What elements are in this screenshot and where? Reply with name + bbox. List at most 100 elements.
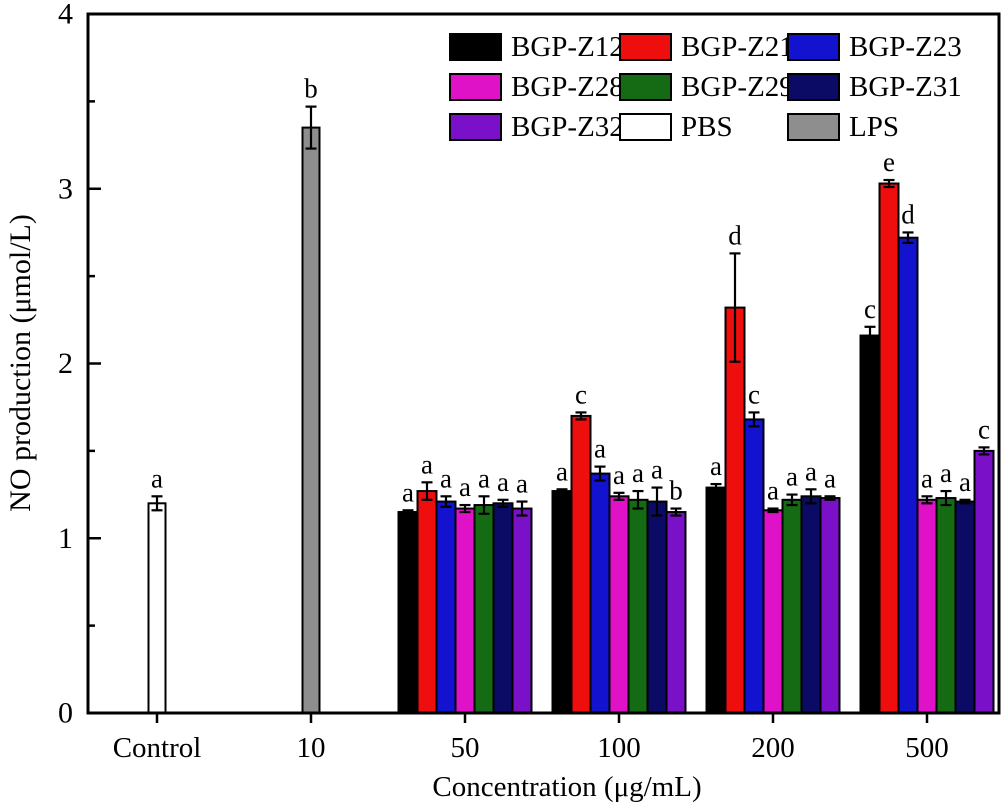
bar-BGP-Z29-50 <box>473 504 495 714</box>
bar-BGP-Z31-50 <box>492 502 514 714</box>
significance-letter: c <box>748 379 760 409</box>
y-tick-label: 1 <box>58 522 73 555</box>
legend-swatch-PBS <box>619 113 672 141</box>
bar-BGP-Z12-100 <box>551 490 573 714</box>
legend-swatch-BGP-Z12 <box>449 33 502 61</box>
significance-letter: c <box>864 294 876 324</box>
x-tick-label: 50 <box>451 732 480 764</box>
legend-swatch-LPS <box>787 113 840 141</box>
legend-item-BGP-Z31: BGP-Z31 <box>787 67 1004 107</box>
x-axis-title: Concentration (μg/mL) <box>432 771 701 803</box>
legend-label: BGP-Z21 <box>681 30 794 63</box>
significance-letter: a <box>421 449 433 479</box>
bar-BGP-Z29-200 <box>781 498 803 714</box>
bar-BGP-Z28-50 <box>454 507 476 715</box>
bar-BGP-Z29-500 <box>935 497 957 714</box>
significance-letter: a <box>440 463 452 493</box>
bar-BGP-Z32-500 <box>973 449 995 714</box>
y-tick-label: 2 <box>58 347 73 380</box>
y-tick-label: 4 <box>58 0 73 31</box>
bar-BGP-Z32-100 <box>665 511 687 714</box>
legend-swatch-BGP-Z28 <box>449 73 502 101</box>
significance-letter: c <box>575 379 587 409</box>
x-tick-label: 200 <box>751 732 795 764</box>
bar-BGP-Z23-50 <box>435 500 457 714</box>
significance-letter: a <box>921 463 933 493</box>
legend-label: BGP-Z12 <box>511 30 624 63</box>
bar-BGP-Z23-200 <box>743 418 765 714</box>
significance-letter: a <box>478 463 490 493</box>
bar-BGP-Z23-100 <box>589 472 611 714</box>
bar-BGP-Z12-50 <box>397 511 419 714</box>
legend-item-BGP-Z23: BGP-Z23 <box>787 27 1004 67</box>
significance-letter: a <box>594 434 606 464</box>
y-tick-label: 0 <box>58 697 73 730</box>
x-tick-label: 500 <box>905 732 949 764</box>
significance-letter: a <box>805 456 817 486</box>
bar-BGP-Z32-200 <box>819 497 841 714</box>
legend-item-PBS: PBS <box>619 107 787 147</box>
bar-BGP-Z28-100 <box>608 495 630 714</box>
bar-BGP-Z23-500 <box>897 236 919 714</box>
bar-BGP-Z31-500 <box>954 500 976 714</box>
significance-letter: a <box>632 458 644 488</box>
legend-item-BGP-Z32: BGP-Z32 <box>449 107 624 147</box>
bar-BGP-Z28-500 <box>916 498 938 714</box>
bar-BGP-Z12-200 <box>705 486 727 715</box>
significance-letter: a <box>516 469 528 499</box>
significance-letter: a <box>710 451 722 481</box>
legend-item-LPS: LPS <box>787 107 1004 147</box>
bar-BGP-Z31-100 <box>646 500 668 714</box>
legend-swatch-BGP-Z23 <box>787 33 840 61</box>
significance-letter: a <box>459 472 471 502</box>
bar-LPS-10 <box>301 126 321 714</box>
legend-label: BGP-Z32 <box>511 110 624 143</box>
bar-BGP-Z21-100 <box>570 414 592 714</box>
legend-label: BGP-Z28 <box>511 70 624 103</box>
significance-letter: a <box>151 463 163 493</box>
significance-letter: c <box>978 414 990 444</box>
legend-item-BGP-Z28: BGP-Z28 <box>449 67 624 107</box>
bar-BGP-Z29-100 <box>627 498 649 714</box>
significance-letter: d <box>728 220 742 250</box>
x-tick-label: Control <box>113 732 202 764</box>
bar-BGP-Z21-500 <box>878 182 900 714</box>
bar-BGP-Z32-50 <box>511 507 533 715</box>
bar-BGP-Z28-200 <box>762 509 784 715</box>
x-tick-label: 10 <box>297 732 326 764</box>
legend-label: BGP-Z29 <box>681 70 794 103</box>
significance-letter: a <box>556 456 568 486</box>
significance-letter: a <box>651 455 663 485</box>
significance-letter: a <box>824 463 836 493</box>
bar-BGP-Z21-50 <box>416 490 438 714</box>
significance-letter: a <box>613 460 625 490</box>
legend-swatch-BGP-Z32 <box>449 113 502 141</box>
significance-letter: a <box>497 467 509 497</box>
significance-letter: a <box>767 476 779 506</box>
legend-swatch-BGP-Z21 <box>619 33 672 61</box>
legend-swatch-BGP-Z29 <box>619 73 672 101</box>
significance-letter: d <box>901 199 915 229</box>
bar-BGP-Z12-500 <box>859 334 881 714</box>
bar-BGP-Z21-200 <box>724 306 746 714</box>
y-tick-label: 3 <box>58 172 73 205</box>
significance-letter: a <box>940 458 952 488</box>
x-tick-label: 100 <box>597 732 641 764</box>
legend-item-BGP-Z29: BGP-Z29 <box>619 67 794 107</box>
bar-PBS-Control <box>147 502 167 714</box>
significance-letter: a <box>959 467 971 497</box>
significance-letter: a <box>786 462 798 492</box>
significance-letter: b <box>304 74 318 104</box>
legend-label: LPS <box>849 110 899 143</box>
legend-label: PBS <box>681 110 733 143</box>
significance-letter: b <box>669 476 683 506</box>
legend-label: BGP-Z31 <box>849 70 962 103</box>
legend-item-BGP-Z12: BGP-Z12 <box>449 27 624 67</box>
legend-swatch-BGP-Z31 <box>787 73 840 101</box>
bar-BGP-Z31-200 <box>800 495 822 714</box>
chart-legend: BGP-Z12 BGP-Z21 BGP-Z23 BGP-Z28 BGP-Z29 BGP-Z… <box>449 27 1004 147</box>
plot-frame <box>86 12 1001 715</box>
legend-item-BGP-Z21: BGP-Z21 <box>619 27 794 67</box>
